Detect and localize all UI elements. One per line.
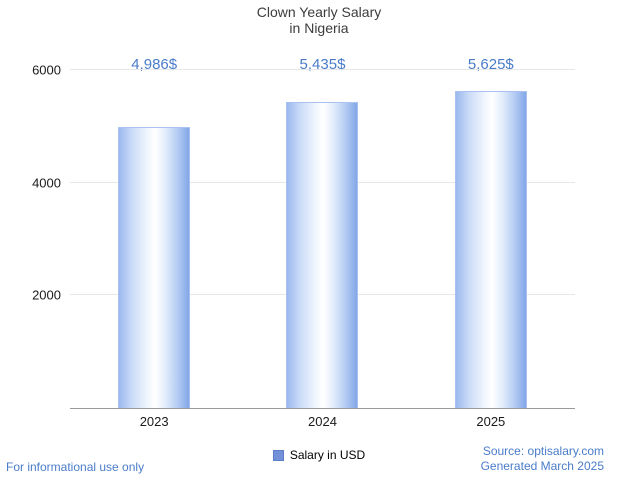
footer-source: Source: optisalary.com Generated March 2…: [481, 444, 604, 474]
bars: [70, 70, 575, 408]
footer-generated-line: Generated March 2025: [480, 459, 604, 473]
gridline: [70, 69, 575, 70]
chart-title: Clown Yearly Salary in Nigeria: [0, 4, 638, 36]
legend: Salary in USD: [0, 448, 638, 462]
bar-2025: [454, 91, 527, 408]
bar-value-label: 5,435$: [299, 56, 346, 73]
bar-column: [407, 70, 575, 408]
x-axis-label: 2025: [476, 414, 506, 429]
plot-area: 2000 4000 6000: [32, 63, 575, 409]
chart-title-line2: in Nigeria: [289, 20, 349, 36]
bar-2024: [286, 101, 359, 408]
y-axis-tick-label: 4000: [32, 175, 61, 191]
x-axis-label: 2024: [308, 414, 337, 429]
bar-2023: [118, 127, 191, 408]
bar-column: [238, 70, 406, 408]
x-axis-labels: 2023 2024 2025: [70, 414, 575, 429]
bar-value-labels: 4,986$ 5,435$ 5,625$: [70, 56, 575, 73]
bar-value-label: 4,986$: [131, 56, 178, 73]
bar-column: [70, 70, 238, 408]
legend-label: Salary in USD: [289, 448, 366, 462]
legend-marker-icon: [272, 449, 284, 461]
chart-title-line1: Clown Yearly Salary: [256, 4, 382, 20]
bar-value-label: 5,625$: [467, 56, 514, 73]
y-axis-tick-label: 6000: [32, 62, 61, 78]
y-axis-tick-label: 2000: [32, 287, 61, 303]
footer-source-line[interactable]: Source: optisalary.com: [482, 444, 604, 458]
x-axis-label: 2023: [139, 414, 169, 429]
footer-disclaimer: For informational use only: [6, 460, 145, 474]
